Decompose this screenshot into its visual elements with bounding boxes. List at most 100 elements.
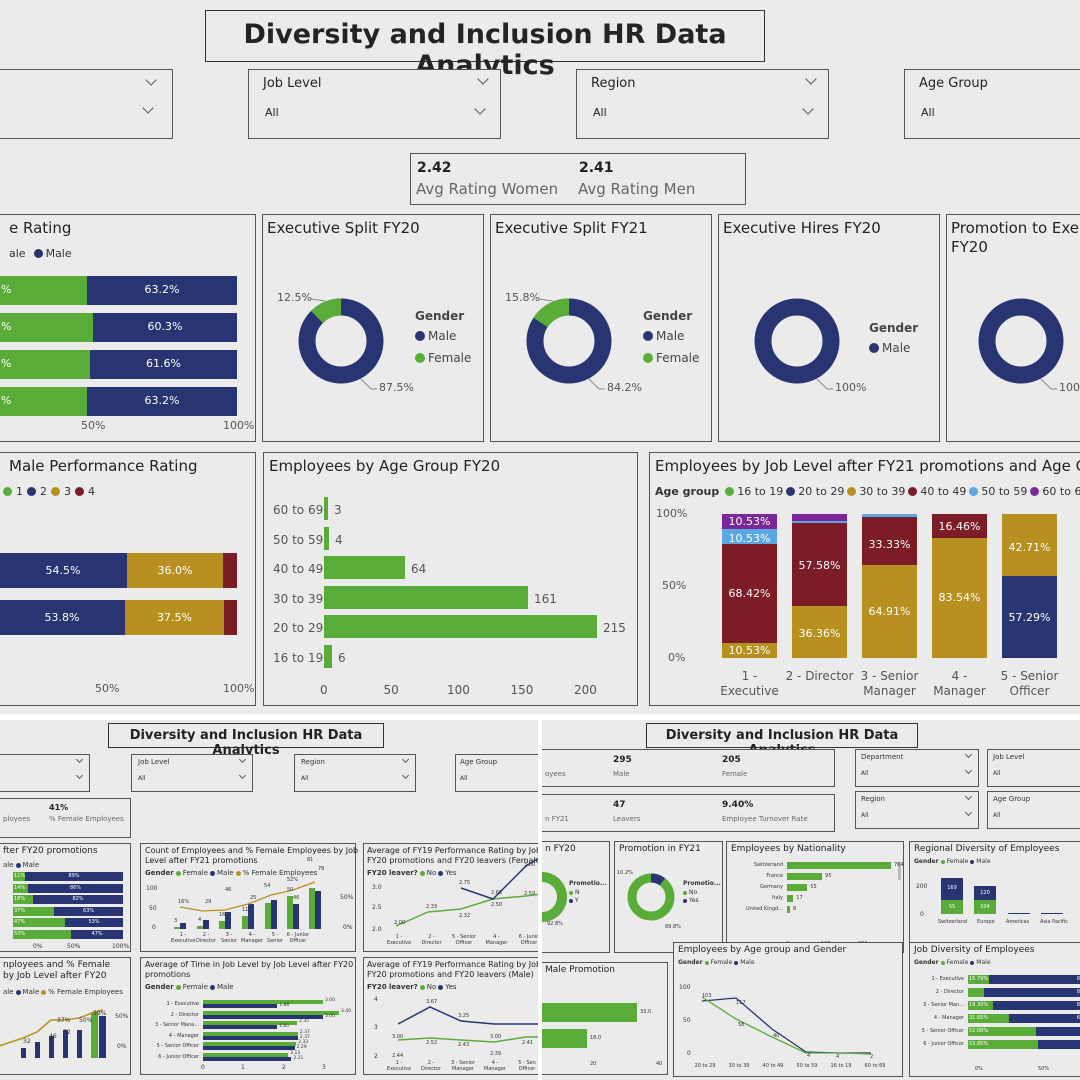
- donut-chart: [542, 872, 567, 922]
- bar: [77, 1030, 82, 1058]
- slicer-value[interactable]: All: [993, 770, 1001, 777]
- slicer-value[interactable]: All: [460, 775, 468, 782]
- axis-tick: 100: [146, 885, 158, 892]
- avg-rating-card: 2.42 Avg Rating Women 2.41 Avg Rating Me…: [410, 153, 746, 205]
- donut-visual[interactable]: Executive Split FY21 84.2% 15.8% Gender Male…: [490, 214, 712, 442]
- chevron-down-icon[interactable]: [238, 755, 247, 764]
- axis-tick: 200: [916, 883, 928, 890]
- slicer-age-group[interactable]: Age Group All: [455, 754, 538, 792]
- data-label: 37%: [57, 1017, 71, 1024]
- avg-fy19-rating-male-visual[interactable]: Average of FY19 Performance Rating by Jo…: [363, 957, 538, 1075]
- gender-split-after-fy20-visual[interactable]: fter FY20 promotions ale Male 0% 50% 100…: [0, 843, 131, 952]
- regional-diversity-visual[interactable]: Regional Diversity of Employees Gender F…: [909, 841, 1080, 953]
- slicer-job-level[interactable]: Job Level All: [987, 749, 1080, 787]
- category-label: 5 - Senior Officer: [156, 1043, 199, 1049]
- slicer-value[interactable]: All: [993, 812, 1001, 819]
- slicer-value[interactable]: All: [301, 775, 309, 782]
- slicer-region[interactable]: Region All: [576, 69, 829, 139]
- legend-label: Yes: [689, 897, 699, 904]
- data-label: 15.8%: [505, 291, 540, 304]
- slicer-value[interactable]: All: [921, 106, 935, 119]
- category-label-line: 6 - Junior: [286, 932, 310, 938]
- chevron-down-icon[interactable]: [474, 103, 486, 115]
- bar: [324, 526, 329, 550]
- bar-segment-male: 82%: [33, 895, 123, 904]
- chevron-down-icon[interactable]: [477, 73, 489, 85]
- employees-by-job-level-visual[interactable]: Employees by Job Level after FY21 promot…: [649, 452, 1080, 706]
- legend-label: Female: [182, 983, 208, 991]
- slicer-value[interactable]: All: [265, 106, 279, 119]
- slicer-department[interactable]: Department All: [855, 749, 979, 787]
- stacked-bar-segment: [722, 544, 777, 643]
- bar: [787, 906, 790, 913]
- promotion-fy21-visual[interactable]: Promotion in FY21 10.2% 89.8% Promotio..…: [614, 841, 723, 953]
- legend-title: Gender: [145, 869, 174, 877]
- slicer-partial[interactable]: [0, 69, 173, 139]
- bar: [203, 920, 209, 929]
- employees-by-age-and-gender-visual[interactable]: Employees by Age group and Gender Gender…: [673, 942, 903, 1077]
- legend-label: Male: [428, 329, 457, 343]
- bar-label: %: [1, 394, 12, 407]
- data-label: 2.35: [299, 1019, 310, 1024]
- donut-visual[interactable]: Executive Hires FY20 100% Gender Male: [718, 214, 940, 442]
- chevron-down-icon[interactable]: [964, 766, 973, 775]
- chevron-down-icon[interactable]: [401, 771, 410, 780]
- category-label: Switzerland: [938, 919, 968, 925]
- slicer-value[interactable]: All: [593, 106, 607, 119]
- promotion-fy20-visual[interactable]: n FY20 Promotio... N Y 92.8%: [542, 841, 610, 953]
- data-label: 3.25: [458, 1013, 470, 1019]
- slicer-region[interactable]: Region All: [855, 791, 979, 829]
- visual-title: Level after FY21 promotions: [145, 856, 258, 865]
- axis-tick: 40: [656, 1061, 663, 1067]
- chevron-down-icon[interactable]: [401, 755, 410, 764]
- slicer-age-group[interactable]: Age Group All: [904, 69, 1080, 139]
- legend-label: Male: [45, 247, 72, 260]
- data-label: 16%: [178, 899, 190, 905]
- scrollbar[interactable]: [898, 862, 901, 880]
- male-performance-rating-visual[interactable]: Male Performance Rating 1 2 3 4 54.5% 36…: [0, 452, 256, 706]
- chevron-down-icon[interactable]: [964, 792, 973, 801]
- employees-by-age-group-visual[interactable]: Employees by Age Group FY20 60 to 69 3 50 …: [263, 452, 638, 706]
- chevron-down-icon[interactable]: [805, 73, 817, 85]
- avg-time-in-job-level-visual[interactable]: Average of Time in Job Level by Job Leve…: [140, 957, 356, 1075]
- bar-label: 47%: [14, 919, 26, 925]
- legend-label: Female: [182, 869, 208, 877]
- chevron-down-icon[interactable]: [75, 755, 84, 764]
- slicer-value[interactable]: All: [138, 775, 146, 782]
- chevron-down-icon[interactable]: [142, 102, 154, 114]
- rating-by-gender-visual[interactable]: e Rating ale Male 50% 100% % 63.2%% 60.3%%…: [0, 214, 256, 442]
- slicer-value[interactable]: All: [861, 812, 869, 819]
- axis-tick: 50%: [67, 943, 81, 950]
- legend-dot-icon: [15, 989, 21, 995]
- slicer-age-group[interactable]: Age Group All: [987, 791, 1080, 829]
- slicer-partial[interactable]: [0, 754, 90, 792]
- chevron-down-icon[interactable]: [238, 771, 247, 780]
- slicer-job-level[interactable]: Job Level All: [131, 754, 253, 792]
- female-employees-combo-visual-partial[interactable]: nployees and % Female by Job Level after…: [0, 957, 131, 1075]
- data-label: 42.71%: [1008, 541, 1051, 554]
- count-female-by-job-level-fy21-visual[interactable]: Count of Employees and % Female Employee…: [140, 843, 359, 952]
- report-title-box: Diversity and Inclusion HR Data Analytic…: [205, 10, 765, 81]
- male-promotion-visual[interactable]: Male Promotion 33.0 18.0 20 40: [542, 962, 668, 1075]
- donut-visual[interactable]: Executive Split FY20 87.5% 12.5% Gender Male…: [262, 214, 484, 442]
- chevron-down-icon[interactable]: [802, 103, 814, 115]
- data-label: 3.00: [524, 862, 536, 868]
- avg-fy19-rating-female-visual[interactable]: Average of FY19 Performance Rating by Jo…: [363, 843, 538, 952]
- chevron-down-icon[interactable]: [75, 771, 84, 780]
- axis-tick: 20: [590, 1061, 597, 1067]
- job-diversity-visual[interactable]: Job Diversity of Employees Gender Female…: [909, 942, 1080, 1077]
- chevron-down-icon[interactable]: [964, 750, 973, 759]
- visual-title: Count of Employees and % Female Employee…: [145, 846, 359, 855]
- legend-title: Promotio...: [683, 880, 721, 887]
- slicer-value[interactable]: All: [861, 770, 869, 777]
- avg-rating-women-label: Avg Rating Women: [416, 180, 559, 198]
- stacked-bar-segment: [722, 513, 777, 530]
- employees-by-nationality-visual[interactable]: Employees by Nationality 0 100 200 Switz…: [726, 841, 904, 953]
- slicer-region[interactable]: Region All: [294, 754, 416, 792]
- axis-tick: 0%: [117, 1043, 127, 1050]
- chevron-down-icon[interactable]: [145, 74, 157, 86]
- category-label: 4 - Manager: [240, 932, 264, 944]
- slicer-job-level[interactable]: Job Level All: [248, 69, 501, 139]
- chevron-down-icon[interactable]: [964, 808, 973, 817]
